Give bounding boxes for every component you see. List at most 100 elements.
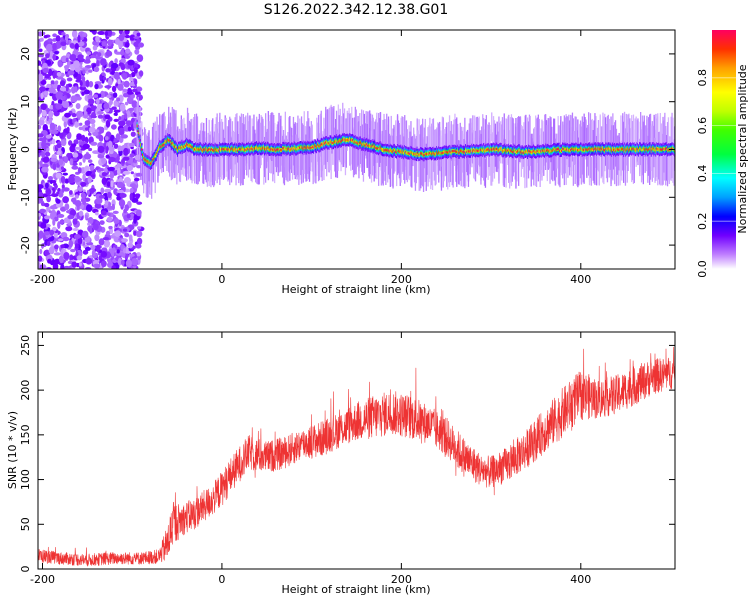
- spectrogram-cell: [265, 148, 268, 151]
- spectrogram-cell: [369, 144, 371, 147]
- spectrogram-cell: [155, 130, 157, 160]
- spectrogram-cell: [373, 144, 375, 147]
- spectrogram-cell: [78, 210, 84, 217]
- spectrogram-cell: [143, 153, 145, 183]
- spectrogram-cell: [361, 143, 364, 146]
- spectrogram-cell: [85, 204, 93, 213]
- spectrogram-cell: [52, 42, 57, 51]
- spectrogram-cell: [223, 148, 225, 151]
- spectrogram-cell: [144, 129, 147, 158]
- spectrogram-cell: [109, 171, 115, 179]
- spectrogram-cell: [101, 260, 107, 268]
- spectrogram-cell: [505, 151, 507, 181]
- spectrogram-cell: [559, 158, 561, 188]
- spectrogram-cell: [359, 141, 361, 144]
- spectrogram-cell: [140, 150, 142, 180]
- spectrogram-cell: [242, 141, 244, 171]
- spectrogram-cell: [580, 147, 583, 150]
- spectrogram-cell: [569, 146, 571, 176]
- spectrogram-cell: [49, 105, 54, 110]
- spectrogram-cell: [572, 157, 574, 186]
- spectrogram-cell: [593, 120, 595, 150]
- spectrogram-cell: [439, 152, 441, 155]
- spectrogram-cell: [570, 115, 573, 145]
- spectrogram-cell: [382, 119, 384, 149]
- spectrogram-cell: [519, 117, 522, 147]
- spectrogram-cell: [56, 191, 60, 195]
- spectrogram-cell: [188, 144, 190, 147]
- spectrogram-cell: [247, 146, 250, 150]
- spectrogram-cell: [118, 127, 125, 136]
- spectrogram-cell: [590, 147, 592, 151]
- spectrogram-cell: [76, 133, 82, 140]
- spectrogram-cell: [220, 148, 222, 177]
- spectrogram-cell: [527, 149, 530, 179]
- spectrogram-cell: [304, 147, 306, 150]
- spectrogram-cell: [159, 115, 161, 145]
- spectrogram-cell: [56, 143, 62, 149]
- spectrogram-cell: [458, 152, 461, 182]
- spectrogram-cell: [38, 41, 41, 49]
- spectrogram-cell: [259, 147, 261, 150]
- spectrogram-cell: [213, 149, 216, 152]
- spectrogram-cell: [273, 148, 275, 151]
- spectrogram-cell: [337, 140, 339, 143]
- spectrogram-cell: [38, 107, 43, 115]
- spectrogram-cell: [553, 151, 556, 181]
- spectrogram-cell: [124, 204, 129, 212]
- spectrogram-cell: [142, 154, 144, 157]
- spectrogram-cell: [475, 149, 478, 152]
- spectrogram-cell: [562, 149, 564, 179]
- spectrogram-cell: [185, 144, 187, 147]
- spectrogram-cell: [90, 54, 96, 59]
- spectrogram-cell: [391, 157, 393, 187]
- spectrogram-cell: [503, 158, 505, 187]
- spectrogram-cell: [79, 80, 83, 86]
- spectrogram-cell: [78, 126, 84, 131]
- spectrogram-cell: [526, 150, 528, 179]
- spectrogram-cell: [461, 130, 463, 160]
- spectrogram-cell: [576, 157, 578, 186]
- spectrogram-cell: [332, 136, 334, 165]
- spectrogram-cell: [74, 121, 79, 128]
- spectrogram-cell: [99, 220, 105, 226]
- spectrogram-cell: [442, 151, 444, 154]
- spectrogram-cell: [73, 60, 80, 68]
- spectrogram-cell: [575, 117, 577, 146]
- spectrogram-cell: [594, 156, 596, 185]
- spectrogram-cell: [62, 91, 67, 95]
- spectrogram-cell: [227, 148, 229, 151]
- spectrogram-cell: [446, 122, 448, 152]
- spectrogram-cell: [55, 103, 63, 110]
- spectrogram-cell: [493, 120, 496, 149]
- spectrogram-cell: [445, 151, 447, 154]
- spectrogram-cell: [49, 229, 55, 236]
- spectrogram-cell: [433, 153, 435, 156]
- spectrogram-cell: [120, 57, 126, 64]
- spectrogram-cell: [125, 120, 133, 126]
- spectrogram-cell: [221, 150, 223, 180]
- spectrogram-cell: [335, 148, 338, 178]
- spectrogram-cell: [56, 162, 60, 168]
- spectrogram-cell: [60, 166, 65, 170]
- spectrogram-cell: [126, 213, 131, 219]
- spectrogram-cell: [39, 116, 46, 121]
- spectrogram-cell: [77, 34, 81, 43]
- spectrogram-cell: [375, 146, 377, 149]
- spectrogram-cell: [299, 146, 301, 149]
- spectrogram-cell: [239, 127, 241, 157]
- spectrogram-cell: [372, 117, 374, 147]
- spectrogram-cell: [450, 132, 452, 161]
- spectrogram-cell: [39, 248, 43, 255]
- spectrogram-cell: [68, 240, 74, 248]
- spectrogram-cell: [453, 119, 455, 149]
- spectrogram-cell: [239, 157, 242, 186]
- spectrogram-cell: [184, 145, 186, 148]
- spectrogram-cell: [178, 152, 181, 182]
- spectrogram-cell: [145, 168, 147, 197]
- spectrogram-cell: [83, 113, 88, 119]
- spectrogram-cell: [161, 144, 164, 147]
- spectrogram-cell: [358, 121, 360, 150]
- spectrogram-cell: [112, 210, 119, 214]
- spectrogram-cell: [564, 144, 566, 174]
